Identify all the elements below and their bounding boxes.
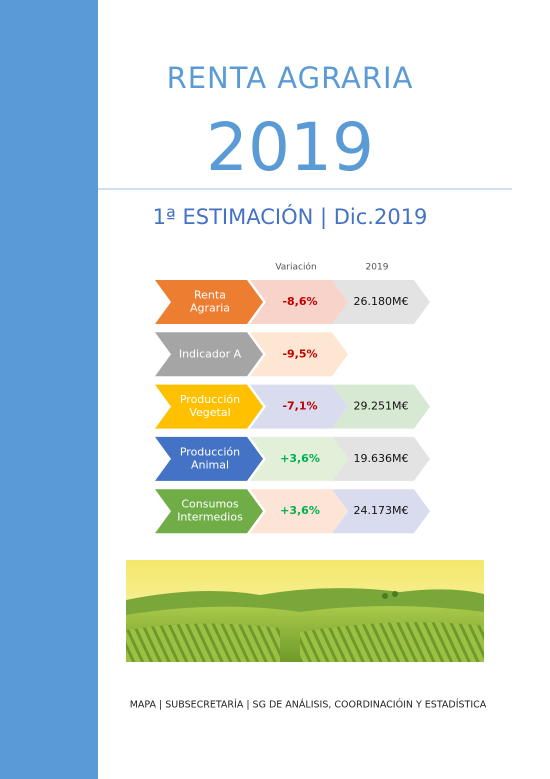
title: RENTA AGRARIA (167, 61, 414, 95)
variation-chevron (250, 489, 348, 534)
label-line: Indicador A (179, 347, 242, 360)
row-label: Consumos Intermedios (177, 498, 243, 524)
year: 2019 (206, 109, 374, 186)
value-chevron (332, 384, 430, 429)
variation: -8,6% (282, 295, 317, 308)
label-line: Agraria (190, 302, 230, 315)
subtitle: 1ª ESTIMACIÓN | Dic.2019 (153, 204, 428, 230)
value: 24.173M€ (354, 504, 409, 517)
variation: -7,1% (282, 400, 317, 413)
row-label: Producción Animal (180, 445, 240, 471)
column-header: 2019 (366, 263, 389, 273)
footer: MAPA | SUBSECRETARÍA | SG DE ANÁLISIS, C… (130, 699, 487, 711)
side-bar (0, 0, 98, 779)
label-chevron (155, 489, 263, 534)
variation: -9,5% (282, 347, 317, 360)
label-line: Animal (191, 458, 229, 471)
label-chevron (155, 332, 263, 377)
label-line: Intermedios (177, 511, 243, 524)
label-line: Consumos (181, 498, 239, 511)
row-label: Producción Vegetal (180, 393, 240, 419)
value-chevron (332, 280, 430, 324)
value-chevron (332, 489, 430, 534)
label-line: Producción (180, 445, 240, 458)
variation: +3,6% (280, 504, 320, 517)
label-chevron (155, 280, 263, 324)
variation-chevron (250, 384, 348, 429)
label-line: Producción (180, 393, 240, 406)
label-line: Renta (194, 289, 226, 302)
label-chevron (155, 436, 263, 481)
landscape (126, 560, 484, 662)
value-chevron (332, 436, 430, 481)
column-header: Variación (275, 262, 316, 273)
variation: +3,6% (280, 452, 320, 465)
value: 29.251M€ (354, 400, 409, 413)
table: Variación 2019 Renta Agraria -8,6% 26.180M€ In… (155, 262, 430, 534)
value: 19.636M€ (354, 452, 409, 465)
row-label: Indicador A (179, 347, 242, 360)
label-line: Vegetal (189, 406, 230, 419)
value: 26.180M€ (354, 295, 409, 308)
label-chevron (155, 384, 263, 429)
variation-chevron (250, 280, 348, 324)
row-label: Renta Agraria (190, 289, 230, 315)
variation-chevron (250, 436, 348, 481)
variation-chevron (250, 332, 348, 377)
